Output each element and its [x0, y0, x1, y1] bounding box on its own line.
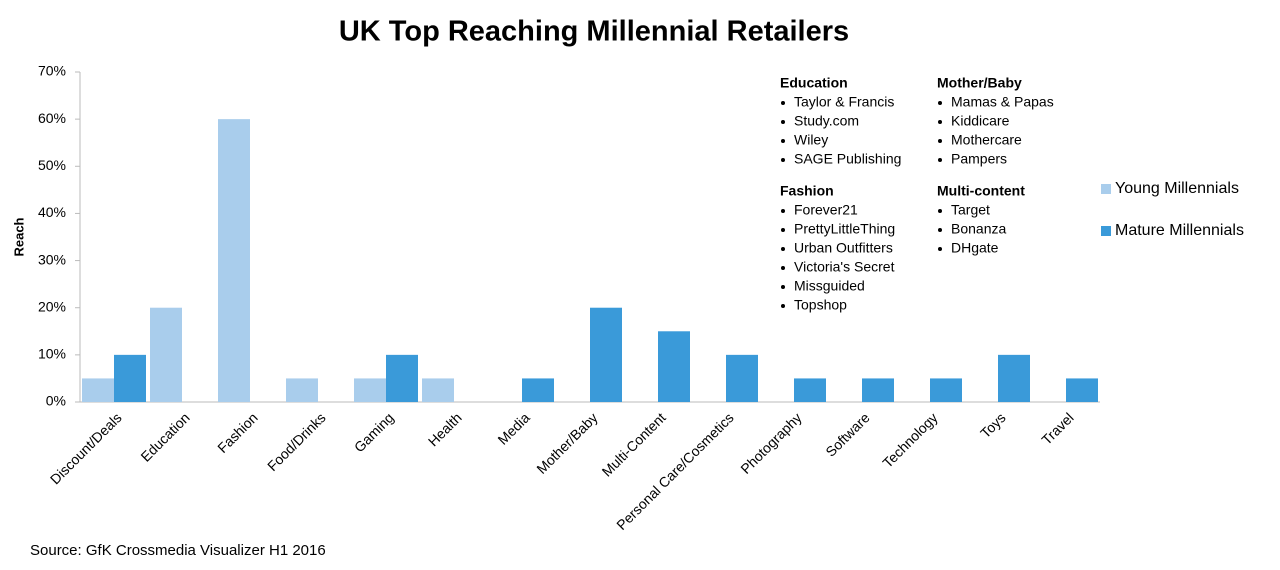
y-tick-label: 10%: [38, 346, 66, 362]
y-axis-label: Reach: [11, 217, 26, 256]
bar: [930, 378, 962, 402]
bar: [286, 378, 318, 402]
annotation-title: Multi-content: [937, 183, 1025, 199]
bullet: [938, 139, 942, 143]
annotation-item: Mothercare: [951, 132, 1022, 148]
x-tick-label: Media: [494, 409, 532, 447]
x-tick-label: Discount/Deals: [47, 409, 125, 487]
annotation-title: Fashion: [780, 183, 834, 199]
annotation-item: Taylor & Francis: [794, 94, 894, 110]
x-tick-label: Gaming: [351, 409, 397, 455]
x-tick-label: Multi-Content: [599, 409, 669, 479]
bar: [998, 354, 1030, 402]
bullet: [781, 101, 785, 105]
bullet: [938, 228, 942, 232]
annotation-item: Urban Outfitters: [794, 240, 893, 256]
annotation-item: Kiddicare: [951, 113, 1010, 129]
annotation-item: Victoria's Secret: [794, 259, 895, 275]
bullet: [781, 285, 785, 289]
annotation-item: Study.com: [794, 113, 859, 129]
x-tick-label: Toys: [977, 409, 1009, 441]
y-tick-label: 50%: [38, 157, 66, 173]
bullet: [781, 120, 785, 124]
annotation-item: SAGE Publishing: [794, 151, 901, 167]
x-tick-label: Food/Drinks: [264, 409, 329, 474]
bullet: [938, 247, 942, 251]
legend-label: Mature Millennials: [1115, 222, 1244, 239]
x-tick-label: Travel: [1038, 409, 1076, 447]
bullet: [781, 266, 785, 270]
annotation-item: PrettyLittleThing: [794, 221, 895, 237]
y-tick-label: 30%: [38, 251, 66, 267]
annotation-title: Mother/Baby: [937, 75, 1022, 91]
annotation-item: Mamas & Papas: [951, 94, 1054, 110]
legend-swatch: [1101, 226, 1111, 236]
bar: [862, 378, 894, 402]
legend-swatch: [1101, 184, 1111, 194]
annotation-item: DHgate: [951, 240, 999, 256]
bullet: [781, 209, 785, 213]
bar: [218, 119, 250, 403]
bullet: [781, 247, 785, 251]
bar: [82, 378, 114, 402]
bullet: [781, 158, 785, 162]
annotation-item: Target: [951, 202, 990, 218]
y-tick-label: 0%: [46, 393, 66, 409]
y-tick-label: 60%: [38, 110, 66, 126]
bar: [1066, 378, 1098, 402]
annotation-item: Wiley: [794, 132, 828, 148]
bar: [114, 354, 146, 402]
annotation-item: Bonanza: [951, 221, 1006, 237]
bar: [386, 354, 418, 402]
annotation-item: Missguided: [794, 278, 865, 294]
annotation-item: Topshop: [794, 297, 847, 313]
bullet: [781, 304, 785, 308]
y-tick-label: 20%: [38, 298, 66, 314]
x-tick-label: Software: [822, 409, 873, 460]
chart-title: UK Top Reaching Millennial Retailers: [339, 16, 849, 48]
bar: [658, 331, 690, 402]
bar: [522, 378, 554, 402]
bar: [422, 378, 454, 402]
bar: [150, 307, 182, 402]
legend-label: Young Millennials: [1115, 180, 1239, 197]
bar: [726, 354, 758, 402]
bullet: [938, 120, 942, 124]
x-tick-label: Technology: [879, 409, 940, 470]
bullet: [938, 158, 942, 162]
x-tick-label: Photography: [737, 409, 804, 476]
annotation-item: Forever21: [794, 202, 858, 218]
bar: [590, 307, 622, 402]
bullet: [938, 101, 942, 105]
annotation-title: Education: [780, 75, 848, 91]
x-tick-label: Health: [425, 409, 465, 449]
bar: [794, 378, 826, 402]
bullet: [938, 209, 942, 213]
x-tick-label: Mother/Baby: [533, 409, 600, 476]
x-tick-label: Education: [137, 409, 192, 464]
x-tick-label: Personal Care/Cosmetics: [613, 409, 737, 533]
bullet: [781, 139, 785, 143]
bullet: [781, 228, 785, 232]
y-tick-label: 40%: [38, 204, 66, 220]
x-tick-label: Fashion: [214, 409, 261, 456]
annotation-item: Pampers: [951, 151, 1007, 167]
bar: [354, 378, 386, 402]
source: Source: GfK Crossmedia Visualizer H1 201…: [30, 542, 326, 559]
y-tick-label: 70%: [38, 63, 66, 79]
